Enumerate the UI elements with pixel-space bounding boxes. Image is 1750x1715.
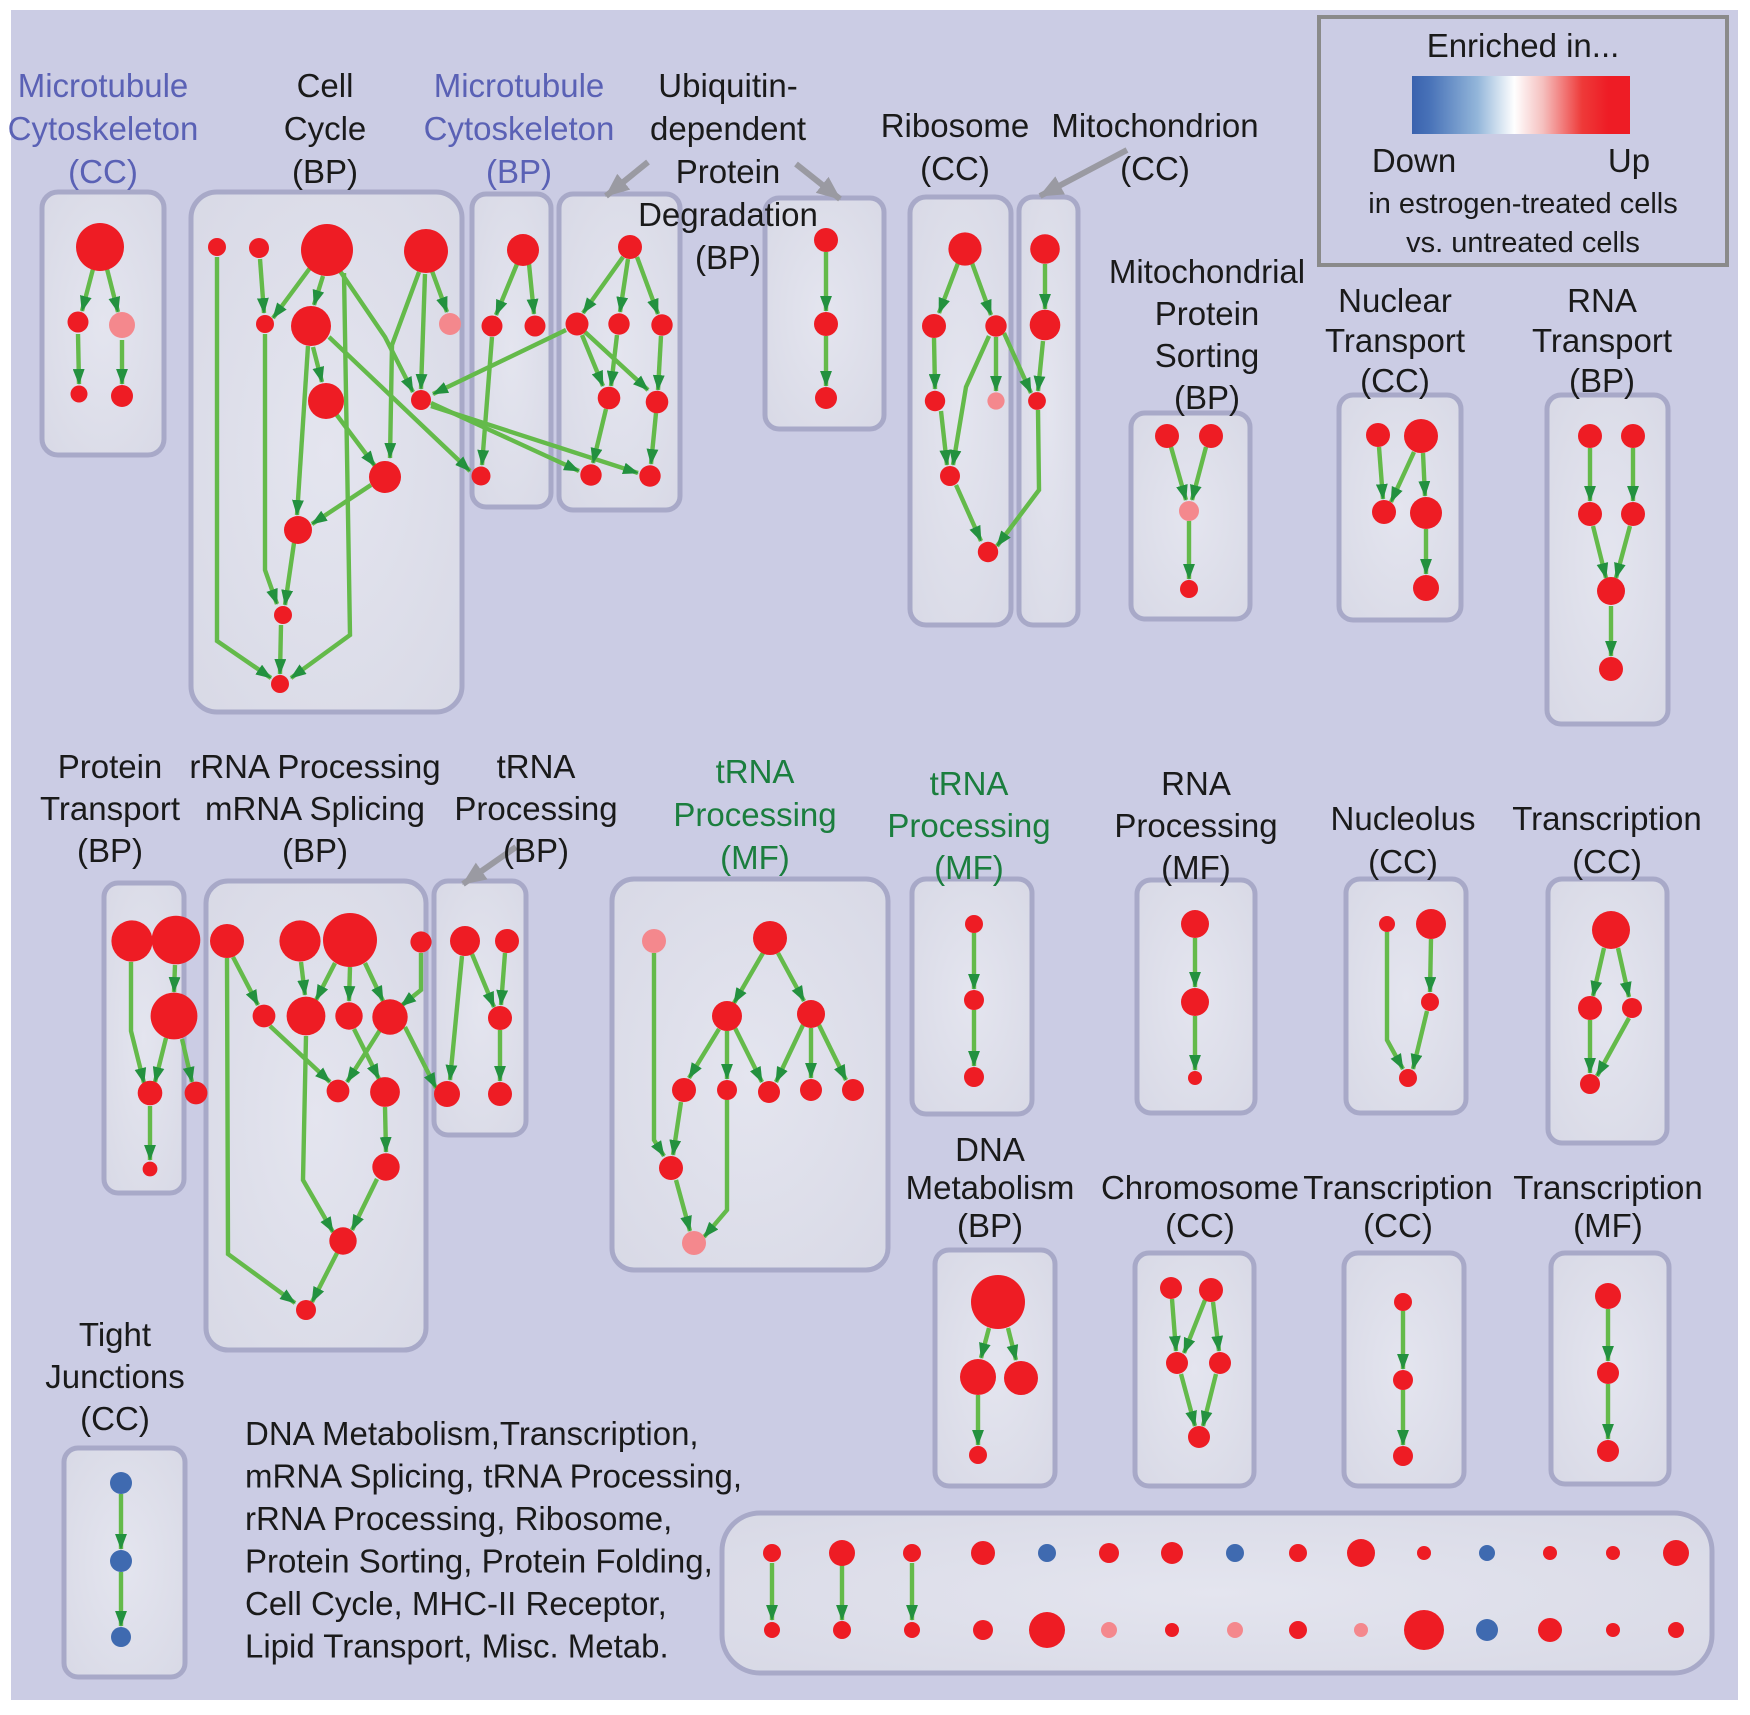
svg-text:(CC): (CC) [1165,1207,1235,1244]
svg-text:Transport: Transport [40,790,180,827]
svg-text:RNA: RNA [1161,765,1231,802]
svg-text:Microtubule: Microtubule [18,67,189,104]
svg-text:Lipid Transport, Misc. Metab.: Lipid Transport, Misc. Metab. [245,1628,669,1665]
svg-text:Enriched in...: Enriched in... [1427,27,1620,64]
svg-text:(BP): (BP) [486,153,552,190]
svg-text:mRNA Splicing: mRNA Splicing [205,790,425,827]
svg-text:Processing: Processing [673,796,836,833]
svg-text:mRNA Splicing, tRNA Processing: mRNA Splicing, tRNA Processing, [245,1458,742,1495]
svg-text:Nucleolus: Nucleolus [1331,800,1476,837]
svg-text:Mitochondrial: Mitochondrial [1109,253,1305,290]
svg-text:(MF): (MF) [934,849,1004,886]
svg-text:RNA: RNA [1567,282,1637,319]
svg-text:Processing: Processing [887,807,1050,844]
svg-text:(MF): (MF) [1573,1207,1643,1244]
svg-text:(CC): (CC) [920,150,990,187]
svg-text:Protein Sorting, Protein Foldi: Protein Sorting, Protein Folding, [245,1543,713,1580]
svg-text:Transcription: Transcription [1303,1169,1493,1206]
svg-text:Ribosome: Ribosome [881,107,1030,144]
svg-text:Sorting: Sorting [1155,337,1260,374]
svg-text:Up: Up [1608,142,1650,179]
svg-text:Tight: Tight [79,1316,151,1353]
svg-text:Nuclear: Nuclear [1338,282,1452,319]
svg-text:(CC): (CC) [80,1400,150,1437]
svg-text:Chromosome: Chromosome [1101,1169,1299,1206]
svg-text:(BP): (BP) [695,239,761,276]
svg-text:Mitochondrion: Mitochondrion [1051,107,1258,144]
svg-text:Cytoskeleton: Cytoskeleton [8,110,199,147]
svg-text:(BP): (BP) [1569,362,1635,399]
svg-text:(BP): (BP) [77,832,143,869]
svg-text:Cell: Cell [297,67,354,104]
svg-text:(BP): (BP) [957,1207,1023,1244]
svg-text:Down: Down [1372,142,1456,179]
svg-text:(BP): (BP) [292,153,358,190]
svg-text:tRNA: tRNA [716,753,795,790]
svg-text:Processing: Processing [454,790,617,827]
svg-text:(MF): (MF) [1161,849,1231,886]
svg-text:(CC): (CC) [1368,843,1438,880]
svg-text:rRNA Processing, Ribosome,: rRNA Processing, Ribosome, [245,1500,672,1537]
svg-text:(BP): (BP) [282,832,348,869]
svg-text:(CC): (CC) [68,153,138,190]
svg-text:DNA Metabolism,Transcription,: DNA Metabolism,Transcription, [245,1415,699,1452]
svg-text:in estrogen-treated cells: in estrogen-treated cells [1368,188,1678,220]
svg-text:Protein: Protein [1155,295,1260,332]
svg-text:Ubiquitin-: Ubiquitin- [658,67,797,104]
svg-text:(CC): (CC) [1363,1207,1433,1244]
svg-text:Cycle: Cycle [284,110,367,147]
svg-text:Transport: Transport [1532,322,1672,359]
svg-text:Processing: Processing [1114,807,1277,844]
svg-text:DNA: DNA [955,1131,1025,1168]
svg-text:Protein: Protein [676,153,781,190]
svg-text:Microtubule: Microtubule [434,67,605,104]
svg-text:Cytoskeleton: Cytoskeleton [424,110,615,147]
svg-text:Protein: Protein [58,748,163,785]
svg-text:Transcription: Transcription [1512,800,1702,837]
svg-text:Transport: Transport [1325,322,1465,359]
svg-text:(CC): (CC) [1360,362,1430,399]
svg-text:Metabolism: Metabolism [906,1169,1075,1206]
svg-text:dependent: dependent [650,110,806,147]
svg-text:(BP): (BP) [503,832,569,869]
svg-text:(MF): (MF) [720,839,790,876]
svg-text:(CC): (CC) [1572,843,1642,880]
svg-text:rRNA Processing: rRNA Processing [189,748,440,785]
svg-text:(BP): (BP) [1174,379,1240,416]
svg-text:Cell Cycle, MHC-II Receptor,: Cell Cycle, MHC-II Receptor, [245,1585,667,1622]
svg-text:tRNA: tRNA [497,748,576,785]
svg-text:tRNA: tRNA [930,765,1009,802]
svg-text:vs. untreated cells: vs. untreated cells [1406,227,1640,259]
svg-text:Transcription: Transcription [1513,1169,1703,1206]
svg-text:Junctions: Junctions [45,1358,184,1395]
svg-text:(CC): (CC) [1120,150,1190,187]
svg-text:Degradation: Degradation [638,196,818,233]
